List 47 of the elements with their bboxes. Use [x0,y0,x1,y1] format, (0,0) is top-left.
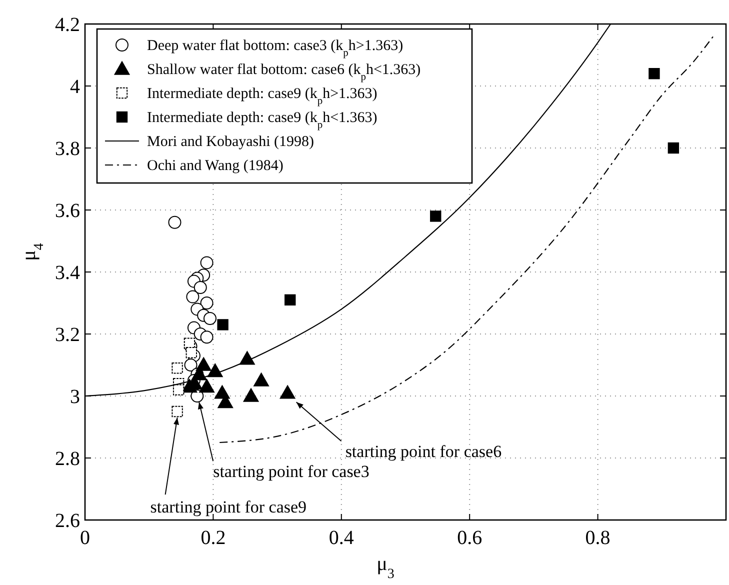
point [172,384,184,396]
x-tick-label: 0 [80,527,90,549]
x-tick-label: 0.6 [457,527,482,549]
x-tick-label: 0.2 [200,527,226,549]
legend-label: Mori and Kobayashi (1998) [147,134,314,150]
y-tick-label: 3.4 [55,262,80,284]
point [243,388,259,402]
legend-label: Deep water flat bottom: case3 (k$_{p}$h>1.363) [147,38,404,58]
point [203,312,216,325]
point [186,347,198,358]
legend-label: Intermediate depth: case9 (k$_{p}$h<1.363) [147,110,378,130]
point [200,296,214,310]
point [284,294,296,306]
point [200,256,214,270]
point [430,210,442,222]
x-axis-title: μ$_{3}$ [376,553,394,582]
y-tick-label: 4.2 [55,14,80,36]
point [254,372,269,386]
point [172,406,183,418]
point [280,385,296,399]
legend-label: Ochi and Wang (1984) [147,158,284,174]
point [200,330,214,344]
annotation: starting point for case9 [150,498,307,517]
y-tick-label: 3 [70,386,80,408]
point [199,379,214,393]
point [668,142,680,154]
point [217,319,228,330]
point [182,379,198,393]
point [186,290,200,304]
point [184,358,198,372]
legend-label: Shallow water flat bottom: case6 (k$_{p}$h<1.363) [147,62,421,82]
y-tick-label: 2.6 [55,510,80,532]
point [172,362,183,374]
x-tick-label: 0.8 [585,527,610,549]
point [168,216,182,229]
y-tick-label: 4 [70,76,80,98]
annotation: starting point for case3 [213,462,370,482]
point [194,281,207,294]
y-tick-label: 2.8 [55,448,80,470]
point [648,68,660,80]
point [214,385,230,399]
y-tick-label: 3.6 [55,200,80,222]
y-tick-label: 3.2 [55,324,80,346]
annotation: starting point for case6 [345,442,502,462]
legend-label: Intermediate depth: case9 (k$_{p}$h>1.363) [147,86,378,106]
x-tick-label: 0.4 [328,527,354,549]
y-tick-label: 3.8 [55,138,80,160]
